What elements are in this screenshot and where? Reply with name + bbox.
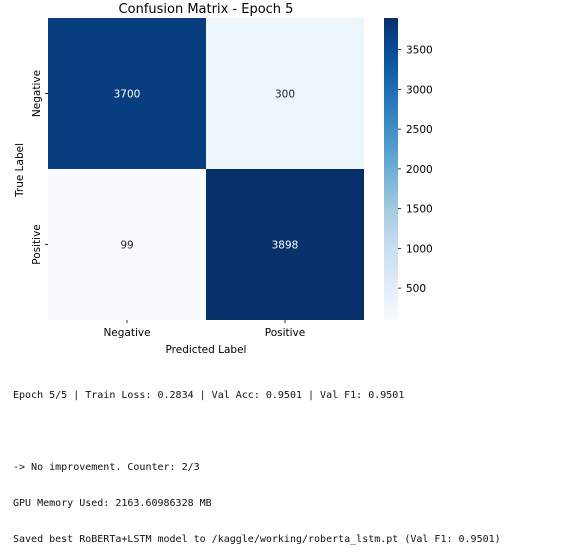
colorbar-tick-label: 3000 [406, 84, 433, 96]
x-axis-ticks: Negative Positive [103, 320, 305, 339]
console-line [13, 426, 558, 438]
colorbar-tick-label: 500 [406, 283, 426, 295]
colorbar-tick-label: 1000 [406, 243, 433, 255]
colorbar-tick-label: 1500 [406, 204, 433, 216]
console-output: Epoch 5/5 | Train Loss: 0.2834 | Val Acc… [13, 366, 558, 558]
console-line: Saved best RoBERTa+LSTM model to /kaggle… [13, 534, 501, 545]
cell-value-label: 3898 [272, 240, 299, 252]
confusion-matrix-figure: Confusion Matrix - Epoch 5 3700 300 99 3898… [14, 2, 433, 356]
heatmap-cell [206, 169, 364, 320]
heatmap-cell-labels: 3700 300 99 3898 [114, 89, 299, 252]
heatmap-cells [48, 18, 364, 320]
y-tick-label: Positive [31, 224, 43, 264]
cell-value-label: 300 [275, 89, 295, 101]
x-axis-label: Predicted Label [166, 344, 247, 356]
colorbar [384, 18, 398, 320]
heatmap-cell [48, 169, 206, 320]
colorbar-ticks: 500 1000 1500 2000 2500 3000 3500 [398, 45, 433, 295]
cell-value-label: 3700 [114, 89, 141, 101]
heatmap-cell [48, 18, 206, 169]
y-axis-ticks: Negative Positive [31, 70, 48, 265]
x-tick-label: Positive [265, 327, 305, 339]
colorbar-tick-label: 3500 [406, 45, 433, 57]
x-tick-label: Negative [103, 327, 150, 339]
cell-value-label: 99 [120, 240, 133, 252]
colorbar-tick-label: 2000 [406, 164, 433, 176]
chart-title: Confusion Matrix - Epoch 5 [119, 2, 294, 17]
y-axis-label: True Label [14, 143, 26, 198]
console-line: Epoch 5/5 | Train Loss: 0.2834 | Val Acc… [13, 390, 405, 401]
console-line: -> No improvement. Counter: 2/3 [13, 462, 200, 473]
y-tick-label: Negative [31, 70, 43, 117]
heatmap-cell [206, 18, 364, 169]
colorbar-tick-label: 2500 [406, 124, 433, 136]
console-line: GPU Memory Used: 2163.60986328 MB [13, 498, 212, 509]
